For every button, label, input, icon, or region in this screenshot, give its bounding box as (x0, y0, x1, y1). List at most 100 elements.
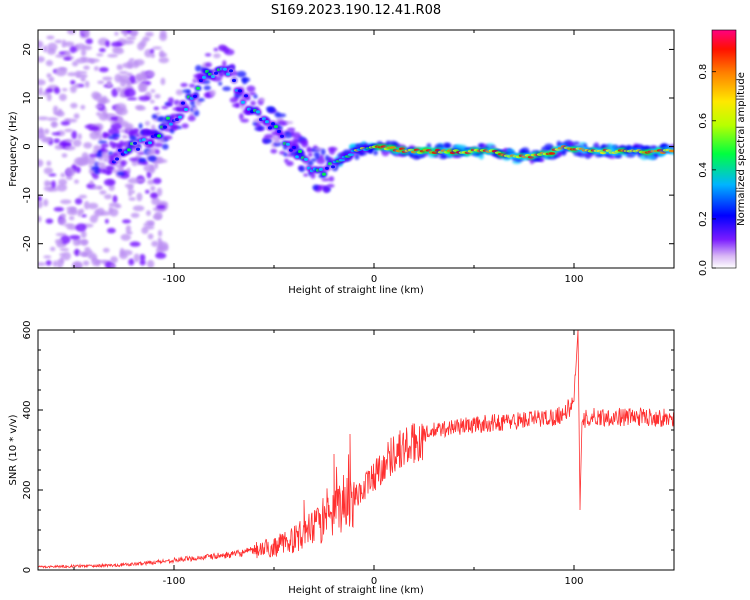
heatmap-ridge-core (193, 94, 197, 98)
heatmap-blob (287, 127, 296, 132)
heatmap-ridge-core (136, 147, 140, 151)
heatmap-y-tick-label: -10 (22, 187, 33, 203)
heatmap-noise-blob (65, 167, 76, 177)
heatmap-noise-blob (65, 175, 73, 180)
heatmap-noise-blob (45, 218, 54, 224)
heatmap-noise-blob (138, 95, 151, 102)
heatmap-noise-blob (89, 131, 100, 140)
heatmap-noise-blob (45, 260, 52, 266)
heatmap-noise-blob (116, 107, 124, 115)
heatmap-noise-blob (121, 120, 129, 128)
heatmap-noise-blob (43, 167, 54, 175)
heatmap-blob (147, 155, 157, 162)
heatmap-noise-blob (120, 30, 126, 35)
heatmap-ridge-core (142, 138, 146, 142)
heatmap-ridge-core (319, 167, 323, 171)
heatmap-blob (204, 53, 212, 57)
heatmap-blob (105, 165, 115, 171)
heatmap-blob (326, 183, 335, 188)
heatmap-noise-blob (96, 53, 104, 57)
heatmap-noise-blob (108, 184, 115, 191)
heatmap-y-tick-label: 20 (22, 43, 33, 56)
heatmap-ridge-core (256, 110, 260, 114)
heatmap-noise-blob (145, 70, 155, 78)
heatmap-noise-blob (62, 251, 71, 261)
heatmap-blob (307, 160, 314, 167)
heatmap-noise-blob (126, 72, 133, 77)
heatmap-noise-blob (97, 186, 103, 190)
heatmap-blob (165, 103, 173, 107)
heatmap-noise-blob (93, 66, 99, 71)
heatmap-noise-blob (99, 48, 106, 53)
heatmap-noise-blob (60, 121, 71, 126)
colorbar-gradient (711, 29, 737, 269)
heatmap-x-ticks: -100 0 100 (73, 30, 675, 285)
heatmap-ridge-core (331, 165, 335, 169)
heatmap-blob (577, 151, 587, 158)
heatmap-noise-blob (140, 39, 147, 47)
heatmap-noise-blob (73, 113, 80, 119)
heatmap-noise-blob (104, 194, 113, 200)
heatmap-noise-blob (152, 177, 162, 185)
heatmap-noise-blob (152, 207, 160, 212)
heatmap-noise-blob (95, 260, 101, 264)
heatmap-noise-blob (139, 82, 148, 91)
heatmap-blob (505, 148, 515, 153)
heatmap-noise-blob (38, 129, 45, 138)
heatmap-blob (195, 65, 202, 72)
heatmap-noise-blob (133, 253, 140, 263)
heatmap-blob (137, 151, 145, 155)
heatmap-blob (277, 113, 287, 118)
heatmap-noise-blob (148, 222, 154, 226)
heatmap-blob (144, 120, 150, 126)
heatmap-blob (239, 113, 244, 120)
heatmap-noise-blob (80, 230, 87, 239)
heatmap-ridge-core (277, 129, 281, 134)
heatmap-ridge-core (115, 157, 119, 161)
heatmap-noise-blob (69, 216, 75, 221)
heatmap-noise-blob (78, 194, 88, 199)
heatmap-blob (158, 116, 166, 121)
heatmap-noise-blob (107, 227, 116, 234)
heatmap-noise-blob (124, 88, 136, 98)
heatmap-noise-blob (145, 189, 150, 194)
heatmap-noise-blob (99, 211, 111, 216)
heatmap-noise-blob (153, 106, 160, 111)
colorbar-tick-label: 0.8 (698, 64, 709, 80)
heatmap-noise-blob (126, 36, 137, 41)
heatmap-noise-blob (146, 259, 155, 268)
heatmap-blob (213, 47, 219, 52)
heatmap-ridge-core (133, 141, 137, 145)
heatmap-blob (112, 133, 121, 138)
heatmap-noise-blob (107, 80, 112, 88)
heatmap-blob (298, 165, 306, 173)
heatmap-noise-blob (83, 142, 93, 149)
heatmap-noise-blob (46, 35, 55, 40)
heatmap-blob (189, 100, 196, 106)
heatmap-x-tick-label: 100 (564, 274, 583, 285)
heatmap-noise-blob (155, 252, 167, 259)
heatmap-noise-blob (139, 254, 146, 262)
heatmap-noise-blob (72, 261, 83, 268)
heatmap-y-ticks: -20 -10 0 10 20 (22, 43, 674, 252)
colorbar-ticks: 0.0 0.2 0.4 0.6 0.8 (698, 64, 716, 276)
heatmap-noise-blob (46, 93, 52, 102)
heatmap-ridge-core (226, 72, 230, 76)
heatmap-blob (614, 155, 622, 159)
heatmap-noise-blob (122, 219, 131, 224)
heatmap-blob (155, 112, 161, 116)
heatmap-ridge-core (127, 148, 131, 152)
heatmap-blob (138, 123, 143, 129)
heatmap-ridge-core (196, 86, 200, 90)
heatmap-blob (354, 153, 360, 160)
heatmap-noise-blob (51, 132, 61, 136)
heatmap-marks (38, 30, 674, 268)
heatmap-ridge-core (166, 116, 170, 120)
heatmap-noise-blob (130, 30, 137, 37)
colorbar-tick-label: 0.6 (698, 113, 709, 129)
heatmap-ridge-core (298, 149, 302, 154)
heatmap-blob (126, 167, 131, 173)
heatmap-noise-blob (85, 38, 93, 45)
heatmap-noise-blob (63, 57, 72, 61)
heatmap-noise-blob (63, 118, 71, 122)
